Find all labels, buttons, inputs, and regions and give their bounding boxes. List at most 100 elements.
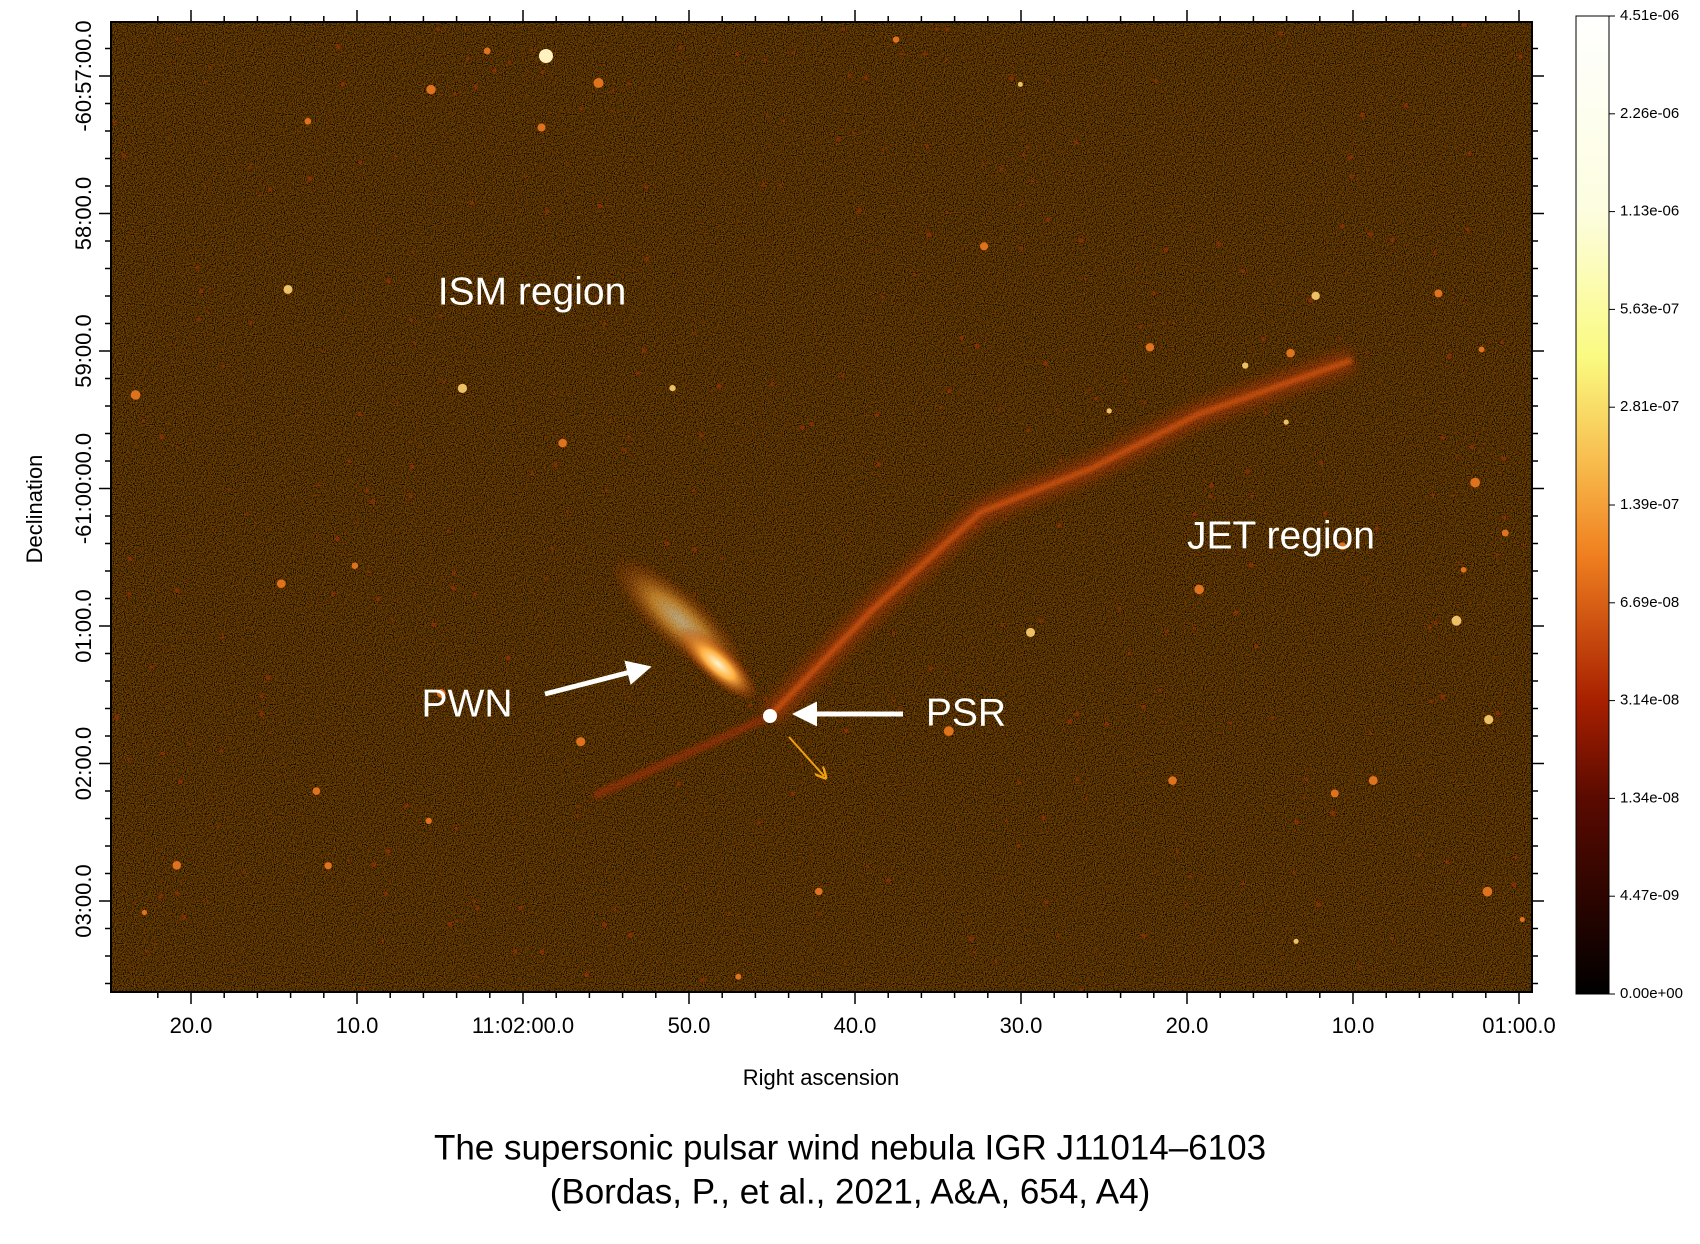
colorbar-tick-label: 5.63e-07 [1620,300,1679,317]
star [928,666,933,671]
star [1457,561,1461,565]
star [355,521,358,524]
star [1102,84,1106,87]
star [1364,351,1368,355]
x-tick-label: 01:00.0 [1482,1013,1555,1038]
star [1522,543,1526,547]
star [986,239,989,242]
star [1057,523,1062,528]
star [530,471,535,475]
star [203,184,207,187]
star [1188,874,1192,878]
star [1467,151,1472,156]
star [778,183,782,187]
x-tick-label: 20.0 [1166,1013,1209,1038]
star [1058,458,1063,463]
star [141,909,148,916]
star [221,635,225,639]
star [1184,903,1188,906]
star [505,655,511,661]
star [1308,298,1313,303]
star [1446,353,1452,359]
star [1145,343,1155,352]
star [817,913,820,916]
star [390,618,394,622]
star [1002,876,1005,879]
star [492,68,497,73]
star [411,250,415,254]
star [340,81,346,87]
star [857,208,862,213]
star [474,974,478,978]
star [1025,627,1036,637]
star [381,939,385,943]
star [1000,623,1004,628]
star [453,91,457,96]
star [945,211,948,215]
star [127,556,133,562]
star [530,48,534,52]
star [1283,419,1289,425]
star [1261,336,1266,342]
star [770,381,775,387]
star [1302,796,1306,800]
star [537,613,540,617]
star [982,162,986,166]
star [1026,146,1030,149]
star [664,541,670,546]
star [1501,456,1507,461]
star [265,675,271,681]
x-axis-label: Right ascension [743,1065,900,1090]
star [1501,529,1509,537]
star [1359,112,1365,118]
star [898,707,902,711]
star [1141,704,1146,710]
star [809,422,814,427]
star [891,631,895,635]
star [999,167,1004,172]
star [143,740,146,743]
star [457,383,468,393]
star [1104,721,1109,726]
jet-label: JET region [1187,514,1375,557]
star [245,512,249,516]
star [469,201,474,206]
star [593,77,604,88]
star [267,187,272,192]
star [1390,937,1394,941]
star [160,751,165,756]
star [1462,301,1466,305]
star [1017,844,1021,848]
star [248,165,252,169]
star [597,203,602,209]
star [1511,882,1517,887]
star [472,899,476,903]
star [1017,781,1021,785]
star [1017,236,1020,240]
star [386,278,391,284]
star [881,148,885,152]
star [426,84,436,95]
star [720,557,723,561]
star [961,247,964,250]
star [307,176,312,181]
star [177,779,183,784]
star [431,622,437,627]
star [605,488,608,492]
star [259,193,262,197]
star [451,570,456,575]
star [944,670,947,673]
star [579,107,583,111]
star [1161,720,1164,723]
star [1233,610,1239,616]
star [259,711,264,717]
star [945,27,949,32]
star [644,185,649,189]
star [584,972,590,978]
star [443,578,446,581]
star [641,348,647,354]
star [188,743,192,746]
star [994,960,998,964]
star [1330,789,1339,798]
star [1241,882,1245,886]
